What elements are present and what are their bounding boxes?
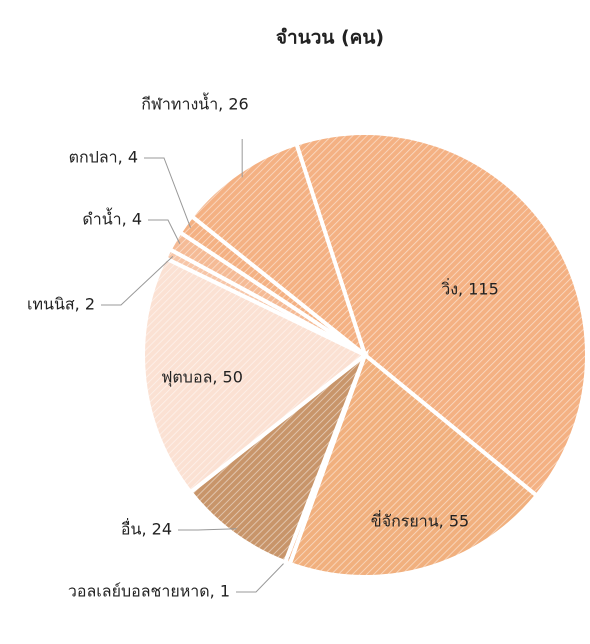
slice-hatch (142, 258, 365, 493)
leader-line (178, 528, 237, 531)
data-label: กีฬาทางน้ำ, 26 (141, 93, 248, 114)
data-label: ฟุตบอล, 50 (161, 368, 243, 388)
data-label: ดำน้ำ, 4 (82, 208, 142, 229)
data-label: วิ่ง, 115 (441, 278, 499, 299)
slice-hatch (191, 143, 365, 355)
data-label: เทนนิส, 2 (27, 295, 95, 314)
data-label: อื่น, 24 (121, 518, 172, 539)
leader-line (236, 557, 290, 593)
data-label: ตกปลา, 4 (69, 148, 138, 167)
leader-line (148, 219, 181, 244)
chart-title: จำนวน (คน) (276, 27, 384, 49)
data-label: วอลเลย์บอลชายหาด, 1 (68, 582, 230, 601)
leader-line (144, 157, 192, 228)
slice-hatch (289, 355, 537, 577)
leader-line (101, 256, 174, 306)
data-label: ขี่จักรยาน, 55 (371, 510, 469, 531)
slice-hatch (296, 133, 587, 496)
slice-hatch (190, 355, 365, 563)
